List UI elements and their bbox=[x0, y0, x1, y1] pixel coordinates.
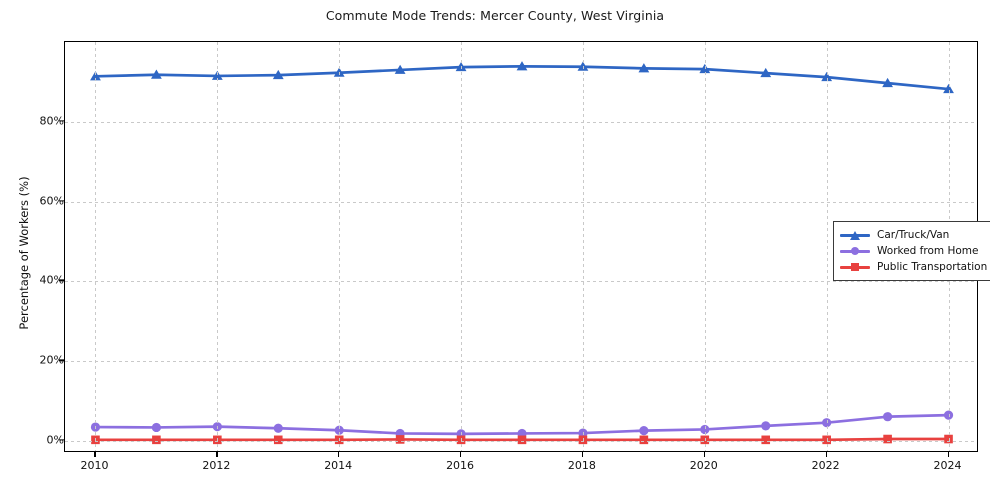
y-axis: 0% 20% 40% 60% 80% bbox=[0, 0, 64, 490]
legend-swatch-square-icon bbox=[840, 260, 870, 274]
gridline-horizontal bbox=[65, 361, 977, 363]
data-point bbox=[638, 63, 650, 73]
data-point bbox=[883, 412, 893, 422]
x-tick-label: 2020 bbox=[689, 459, 718, 472]
legend-label: Worked from Home bbox=[877, 245, 979, 257]
gridline-vertical bbox=[339, 42, 341, 451]
legend-label: Public Transportation bbox=[877, 261, 988, 273]
data-point bbox=[761, 435, 771, 445]
gridline-vertical bbox=[217, 42, 219, 451]
data-point bbox=[151, 422, 161, 433]
gridline-vertical bbox=[582, 42, 584, 451]
gridline-vertical bbox=[826, 42, 828, 451]
legend-label: Car/Truck/Van bbox=[877, 229, 950, 241]
series-3 bbox=[91, 434, 953, 445]
gridline-horizontal bbox=[65, 121, 977, 123]
data-point bbox=[883, 434, 892, 444]
series-2 bbox=[90, 410, 954, 439]
y-tick-mark bbox=[59, 439, 64, 441]
series-1 bbox=[90, 61, 954, 94]
gridline-horizontal bbox=[65, 281, 977, 283]
series-layer bbox=[90, 61, 954, 445]
data-point bbox=[273, 423, 283, 433]
y-tick-label: 40% bbox=[39, 273, 64, 287]
plot-area bbox=[64, 41, 978, 452]
y-tick-label: 80% bbox=[39, 114, 64, 128]
data-point bbox=[273, 435, 283, 445]
y-tick-label: 20% bbox=[39, 353, 64, 367]
data-point bbox=[395, 435, 405, 444]
legend-swatch-triangle-icon bbox=[840, 228, 870, 242]
x-tick-mark bbox=[216, 452, 218, 457]
x-tick-mark bbox=[703, 452, 706, 457]
data-point bbox=[517, 435, 527, 445]
x-tick-mark bbox=[581, 452, 584, 457]
legend-item-2[interactable]: Worked from Home bbox=[840, 243, 987, 259]
data-point bbox=[394, 64, 406, 74]
y-tick-mark bbox=[59, 279, 64, 282]
x-tick-label: 2022 bbox=[811, 459, 840, 472]
legend-item-3[interactable]: Public Transportation bbox=[840, 259, 987, 275]
y-tick-label: 0% bbox=[46, 433, 64, 447]
y-tick-mark bbox=[59, 359, 64, 361]
chart-legend[interactable]: Car/Truck/Van Worked from Home Public Tran… bbox=[833, 221, 990, 281]
gridline-horizontal bbox=[65, 201, 977, 203]
data-point bbox=[151, 69, 162, 79]
x-tick-label: 2010 bbox=[80, 459, 109, 472]
legend-item-1[interactable]: Car/Truck/Van bbox=[840, 227, 987, 243]
x-tick-label: 2014 bbox=[324, 459, 353, 472]
data-point bbox=[152, 435, 161, 445]
gridline-vertical bbox=[461, 42, 463, 451]
gridline-horizontal bbox=[65, 441, 977, 443]
x-tick-label: 2012 bbox=[202, 459, 231, 472]
data-point bbox=[761, 421, 771, 431]
y-axis-label: Percentage of Workers (%) bbox=[17, 176, 31, 330]
x-tick-mark bbox=[338, 452, 340, 457]
data-point bbox=[272, 69, 284, 80]
x-tick-mark bbox=[825, 452, 827, 457]
data-point bbox=[639, 435, 649, 445]
x-tick-mark bbox=[947, 452, 949, 457]
x-tick-mark bbox=[460, 452, 462, 457]
legend-swatch-circle-icon bbox=[840, 244, 870, 258]
x-tick-label: 2018 bbox=[567, 459, 596, 472]
data-point bbox=[760, 67, 772, 78]
x-tick-label: 2024 bbox=[933, 459, 962, 472]
x-tick-mark bbox=[94, 452, 96, 457]
gridline-vertical bbox=[95, 42, 97, 451]
data-point bbox=[639, 426, 649, 436]
y-tick-mark bbox=[59, 120, 64, 122]
gridline-vertical bbox=[704, 42, 706, 451]
data-point bbox=[882, 77, 893, 88]
data-point bbox=[516, 61, 528, 71]
x-tick-label: 2016 bbox=[446, 459, 475, 472]
y-tick-mark bbox=[59, 199, 64, 202]
chart-title: Commute Mode Trends: Mercer County, West… bbox=[325, 8, 665, 23]
y-tick-label: 60% bbox=[39, 194, 64, 208]
